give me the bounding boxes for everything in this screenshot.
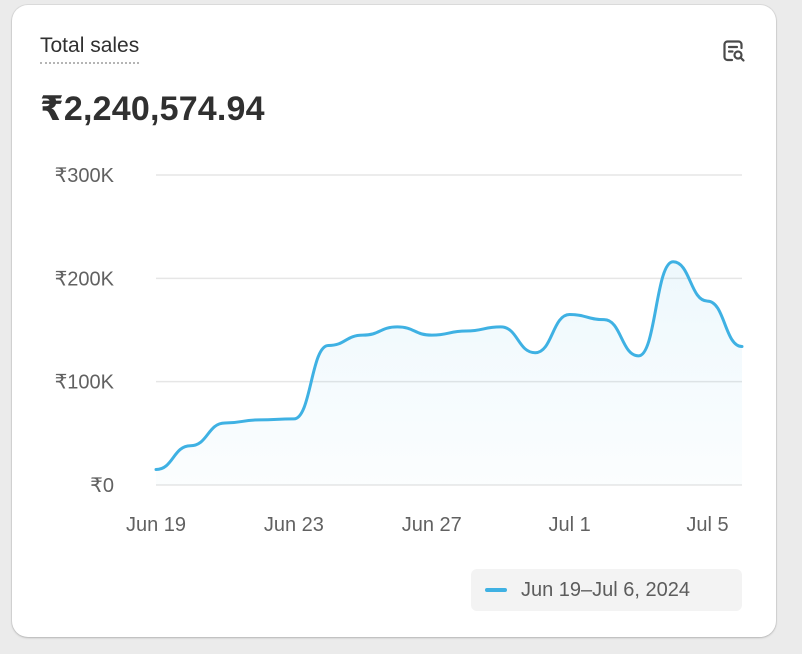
search-report-icon: [723, 40, 745, 62]
total-sales-value: ₹2,240,574.94: [40, 90, 265, 128]
y-tick-label: ₹100K: [55, 372, 115, 394]
total-sales-card: Total sales ₹2,240,574.94 ₹0 ₹100K ₹200K ₹3…: [12, 5, 776, 637]
sales-line: [154, 260, 744, 471]
legend-swatch: [485, 588, 507, 592]
x-tick-label: Jul 5: [686, 514, 728, 536]
x-tick-label: Jun 23: [264, 514, 324, 536]
y-tick-label: ₹0: [90, 475, 114, 497]
legend[interactable]: Jun 19–Jul 6, 2024: [471, 569, 742, 611]
x-tick-label: Jul 1: [549, 514, 591, 536]
legend-label: Jun 19–Jul 6, 2024: [521, 578, 691, 601]
y-tick-label: ₹300K: [55, 165, 115, 187]
x-tick-label: Jun 27: [402, 514, 462, 536]
y-axis-ticks: ₹0 ₹100K ₹200K ₹300K: [55, 165, 115, 497]
x-tick-label: Jun 19: [126, 514, 186, 536]
report-search-button[interactable]: [718, 35, 750, 67]
y-tick-label: ₹200K: [55, 268, 115, 290]
x-axis-ticks: Jun 19 Jun 23 Jun 27 Jul 1 Jul 5: [126, 514, 729, 536]
card-title[interactable]: Total sales: [40, 33, 140, 64]
sales-chart: ₹0 ₹100K ₹200K ₹300K Jun 19 Jun 23 Jun 27 Jul …: [55, 165, 744, 536]
sales-area: [156, 261, 742, 485]
